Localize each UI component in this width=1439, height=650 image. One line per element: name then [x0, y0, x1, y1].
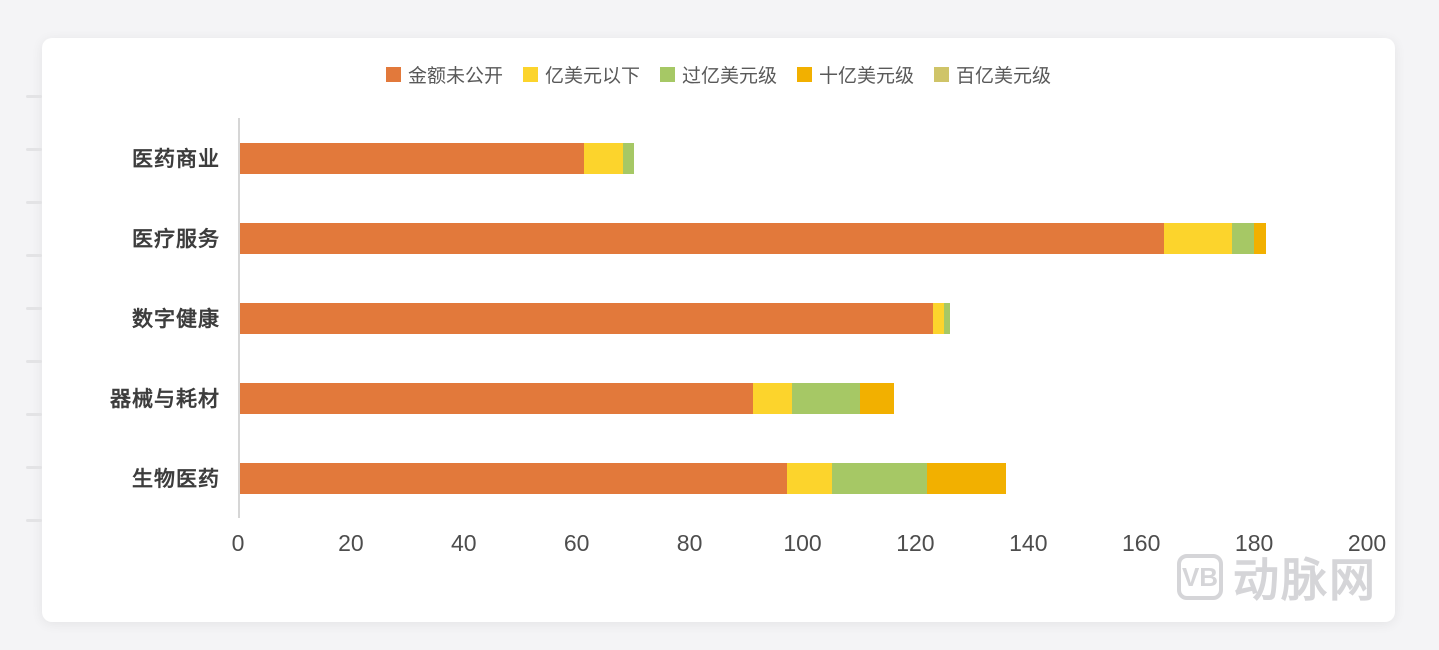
stacked-bar [240, 222, 1367, 254]
y-axis-label: 医疗服务 [132, 228, 220, 251]
bar-segment [240, 302, 934, 334]
bar-segment [786, 462, 832, 494]
watermark-vb-logo-icon: VB [1177, 554, 1223, 600]
bar-segment [752, 382, 793, 414]
legend-swatch-icon [934, 66, 950, 82]
bar-segment [933, 302, 945, 334]
watermark-text: 动脉网 [1233, 554, 1377, 606]
legend-label: 十亿美元级 [819, 65, 915, 87]
chart-legend: 金额未公开 亿美元以下 过亿美元级 十亿美元级 百亿美元级 [42, 38, 1395, 88]
chart-row: 医药商业 [42, 118, 1395, 198]
bar-track [238, 198, 1367, 278]
watermark: VB 动脉网 [1177, 544, 1377, 610]
stacked-bar [240, 142, 1367, 174]
legend-item: 亿美元以下 [522, 61, 640, 88]
chart-row: 数字健康 [42, 278, 1395, 358]
bar-segment [792, 382, 860, 414]
x-axis-tick-label: 20 [338, 530, 364, 556]
x-axis-tick-label: 100 [783, 530, 822, 556]
edge-dash-icon [26, 254, 42, 257]
y-axis-label: 器械与耗材 [110, 388, 220, 411]
edge-dash-icon [26, 360, 42, 363]
legend-item: 百亿美元级 [934, 61, 1051, 88]
legend-label: 过亿美元级 [681, 65, 777, 87]
x-axis-tick-label: 200 [1347, 530, 1387, 556]
legend-swatch-icon [385, 66, 401, 82]
x-axis-tick-label: 60 [563, 530, 590, 556]
legend-item: 过亿美元级 [659, 61, 777, 88]
edge-dash-icon [26, 95, 42, 98]
legend-swatch-icon [522, 66, 538, 82]
edge-dash-icon [26, 466, 42, 469]
edge-dash-icon [26, 148, 42, 151]
bar-segment [831, 462, 928, 494]
legend-label: 金额未公开 [407, 65, 503, 87]
bar-track [238, 438, 1367, 518]
bar-segment [1164, 222, 1232, 254]
edge-dash-icon [26, 307, 42, 310]
x-axis-tick-label: 40 [451, 530, 477, 556]
chart-card: 金额未公开 亿美元以下 过亿美元级 十亿美元级 百亿美元级 医药商业医疗服务数字健康器械… [42, 38, 1395, 622]
legend-item: 金额未公开 [385, 61, 503, 88]
stacked-bar [240, 302, 1367, 334]
y-axis-label: 数字健康 [132, 308, 220, 331]
bar-segment [927, 462, 1007, 494]
bar-track [238, 358, 1367, 438]
edge-dash-icon [26, 413, 42, 416]
x-axis-tick-label: 0 [231, 530, 245, 556]
bar-segment [1231, 222, 1255, 254]
x-axis-tick-label: 120 [896, 530, 935, 556]
bar-rows: 医药商业医疗服务数字健康器械与耗材生物医药 [42, 118, 1395, 518]
bar-track [238, 118, 1367, 198]
stacked-bar [240, 462, 1367, 494]
chart-row: 医疗服务 [42, 198, 1395, 278]
legend-label: 亿美元以下 [544, 65, 640, 87]
bar-segment [240, 142, 584, 174]
edge-dash-icon [26, 519, 42, 522]
bar-segment [623, 142, 635, 174]
x-axis-tick-label: 160 [1122, 530, 1161, 556]
bar-segment [859, 382, 894, 414]
chart-row: 生物医药 [42, 438, 1395, 518]
legend-item: 十亿美元级 [797, 61, 914, 88]
bar-segment [240, 462, 787, 494]
x-axis-tick-label: 140 [1009, 530, 1048, 556]
legend-label: 百亿美元级 [956, 65, 1052, 87]
bar-track [238, 278, 1367, 358]
edge-dash-icon [26, 201, 42, 204]
y-axis-label: 生物医药 [132, 468, 220, 491]
legend-swatch-icon [659, 66, 675, 82]
chart-row: 器械与耗材 [42, 358, 1395, 438]
y-axis-label: 医药商业 [132, 148, 220, 171]
plot-area: 医药商业医疗服务数字健康器械与耗材生物医药 0 20 40 60 80 100 120 140… [42, 118, 1395, 570]
legend-swatch-icon [797, 66, 812, 82]
x-axis-tick-label: 180 [1234, 530, 1274, 556]
x-axis-tick-label: 80 [676, 530, 703, 556]
bar-segment [944, 302, 950, 334]
bar-segment [583, 142, 624, 174]
stacked-bar [240, 382, 1367, 414]
bar-segment [240, 382, 753, 414]
bar-segment [1254, 222, 1266, 254]
x-axis: 0 20 40 60 80 100 120 140 160 180 200 [232, 518, 1387, 570]
bar-segment [240, 222, 1165, 254]
